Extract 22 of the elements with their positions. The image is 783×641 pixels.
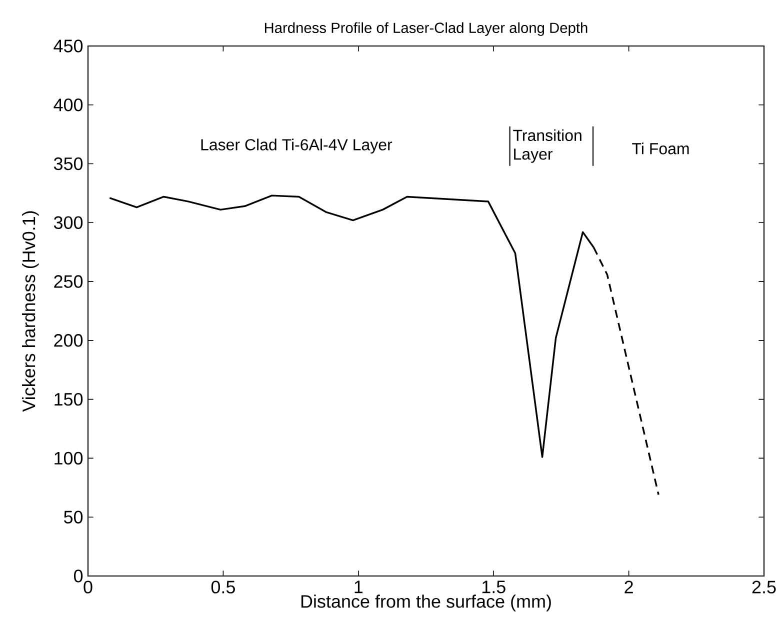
y-tick-label: 250 [54, 275, 83, 288]
annotation: Transition Layer [513, 129, 582, 163]
y-tick-label: 350 [54, 157, 83, 170]
x-tick-label: 0 [84, 580, 92, 594]
y-tick-label: 150 [54, 392, 83, 406]
chart-title: Hardness Profile of Laser-Clad Layer along Depth [264, 22, 588, 36]
y-tick-label: 300 [54, 216, 83, 230]
annotation: Laser Clad Ti-6Al-4V Layer [201, 138, 392, 154]
x-tick-label: 2.5 [752, 580, 776, 594]
y-tick-label: 200 [54, 334, 83, 347]
y-tick-label: 400 [54, 98, 83, 112]
x-tick-label: 1.5 [482, 580, 506, 594]
y-tick-label: 100 [54, 452, 83, 465]
x-tick-label: 1 [354, 580, 363, 594]
annotation: Ti Foam [632, 142, 689, 154]
x-axis-title: Distance from the surface (mm) [301, 594, 551, 612]
y-axis-title: Vickers hardness (Hv0.1) [22, 211, 39, 412]
y-tick-label: 0 [74, 570, 83, 582]
y-tick-label: 450 [54, 40, 83, 52]
x-tick-label: 0.5 [211, 580, 235, 594]
x-tick-label: 2 [624, 580, 633, 594]
y-tick-label: 50 [64, 510, 83, 524]
